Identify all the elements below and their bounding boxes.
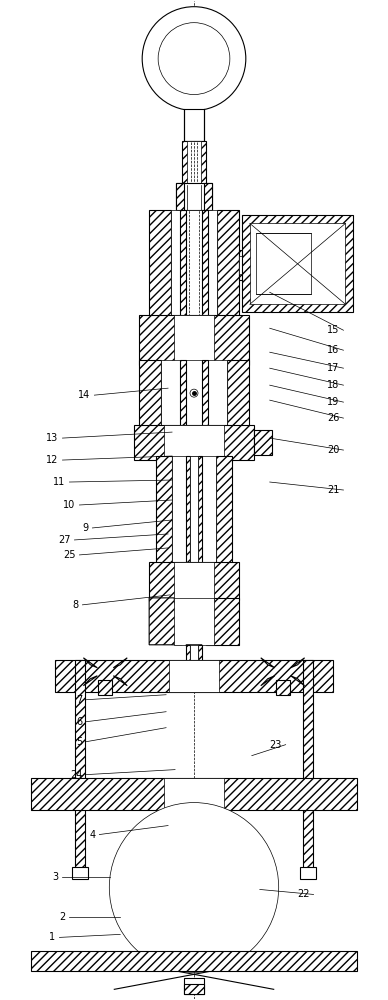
Circle shape <box>136 830 252 945</box>
Bar <box>31 951 357 971</box>
Bar <box>254 430 272 455</box>
Circle shape <box>109 803 279 972</box>
Polygon shape <box>291 676 305 686</box>
Bar <box>139 360 161 430</box>
Text: 7: 7 <box>76 695 82 705</box>
Text: 8: 8 <box>72 600 78 610</box>
Text: 22: 22 <box>297 889 310 899</box>
Bar <box>172 456 216 568</box>
Bar <box>227 360 249 430</box>
Bar <box>184 984 204 994</box>
Text: 24: 24 <box>70 770 82 780</box>
Text: 2: 2 <box>59 912 66 922</box>
Bar <box>250 223 345 304</box>
Bar <box>303 660 313 869</box>
Bar <box>202 360 208 430</box>
Text: 1: 1 <box>49 932 55 942</box>
Bar <box>182 140 206 185</box>
Bar <box>190 645 198 665</box>
Bar <box>171 210 217 320</box>
Bar <box>187 140 201 185</box>
Text: 23: 23 <box>269 740 282 750</box>
Polygon shape <box>113 658 127 668</box>
Text: 25: 25 <box>63 550 75 560</box>
Bar <box>180 210 186 320</box>
Bar <box>161 360 227 430</box>
Text: 13: 13 <box>46 433 59 443</box>
Polygon shape <box>186 645 202 663</box>
Bar <box>300 867 315 879</box>
Bar <box>198 456 202 568</box>
Polygon shape <box>206 598 239 645</box>
Bar <box>180 360 186 430</box>
Bar <box>31 778 357 810</box>
Text: 17: 17 <box>327 363 340 373</box>
Text: 9: 9 <box>82 523 88 533</box>
Bar <box>174 562 214 600</box>
Polygon shape <box>113 676 127 686</box>
Text: 16: 16 <box>327 345 340 355</box>
Bar <box>216 456 232 568</box>
Bar <box>139 315 249 365</box>
Bar <box>202 210 208 320</box>
Bar <box>164 425 224 460</box>
Text: 11: 11 <box>53 477 66 487</box>
Bar <box>75 660 85 869</box>
Text: 18: 18 <box>327 380 340 390</box>
Bar <box>149 210 171 320</box>
Bar <box>256 233 310 294</box>
Text: 27: 27 <box>58 535 71 545</box>
Bar <box>174 315 214 365</box>
Bar <box>98 680 112 695</box>
Text: 4: 4 <box>89 830 95 840</box>
Bar <box>164 778 224 810</box>
Bar <box>204 183 212 210</box>
Text: 5: 5 <box>76 737 82 747</box>
Bar <box>190 456 198 568</box>
Bar <box>276 680 290 695</box>
Bar <box>149 562 239 600</box>
Bar <box>186 645 190 665</box>
Bar <box>73 867 88 879</box>
Polygon shape <box>83 658 97 668</box>
Polygon shape <box>149 598 182 645</box>
Polygon shape <box>291 658 305 668</box>
Bar <box>217 210 239 320</box>
Text: 26: 26 <box>327 413 340 423</box>
Text: 15: 15 <box>327 325 340 335</box>
Text: 21: 21 <box>327 485 340 495</box>
Bar <box>134 425 254 460</box>
Text: 10: 10 <box>63 500 75 510</box>
Bar <box>176 183 184 210</box>
Bar <box>239 256 269 274</box>
Circle shape <box>190 389 198 397</box>
Polygon shape <box>83 676 97 686</box>
Bar <box>186 456 190 568</box>
Text: 20: 20 <box>327 445 340 455</box>
Bar <box>242 215 353 312</box>
Circle shape <box>158 23 230 95</box>
Circle shape <box>142 7 246 111</box>
Bar <box>174 598 214 645</box>
Text: 14: 14 <box>78 390 90 400</box>
Text: 12: 12 <box>46 455 59 465</box>
Text: 6: 6 <box>76 717 82 727</box>
Polygon shape <box>261 676 275 686</box>
Bar <box>198 645 202 665</box>
Text: 19: 19 <box>327 397 340 407</box>
Bar <box>176 183 212 210</box>
Bar <box>55 660 333 692</box>
Polygon shape <box>261 658 275 668</box>
Bar <box>184 978 204 994</box>
Bar <box>169 660 219 692</box>
Bar <box>156 456 172 568</box>
Bar <box>239 250 269 280</box>
Bar <box>184 109 204 140</box>
Text: 3: 3 <box>52 872 59 882</box>
